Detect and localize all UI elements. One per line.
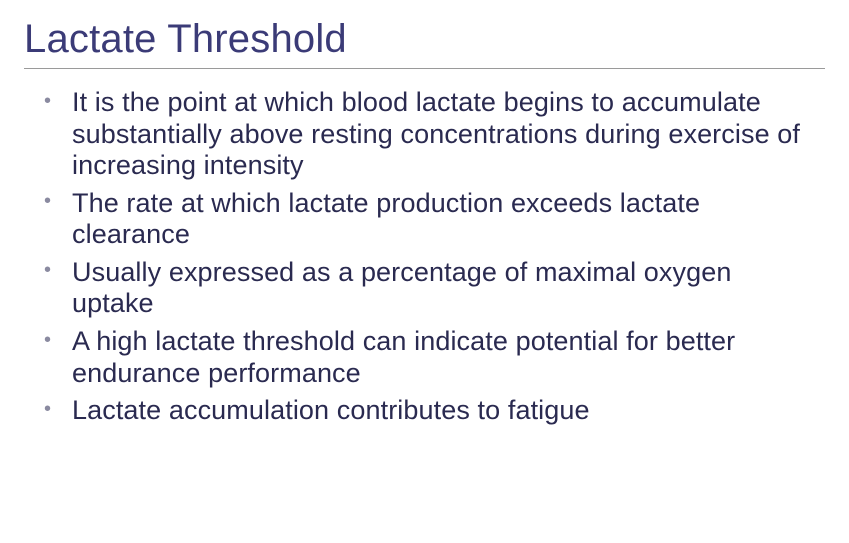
- bullet-list: • It is the point at which blood lactate…: [24, 87, 825, 427]
- bullet-item: • Lactate accumulation contributes to fa…: [32, 395, 817, 427]
- bullet-dot-icon: •: [44, 91, 51, 111]
- bullet-text: Lactate accumulation contributes to fati…: [72, 395, 590, 425]
- bullet-dot-icon: •: [44, 191, 51, 211]
- bullet-item: • Usually expressed as a percentage of m…: [32, 257, 817, 320]
- bullet-dot-icon: •: [44, 330, 51, 350]
- bullet-text: It is the point at which blood lactate b…: [72, 87, 800, 180]
- bullet-text: A high lactate threshold can indicate po…: [72, 326, 735, 388]
- bullet-item: • It is the point at which blood lactate…: [32, 87, 817, 182]
- slide-title: Lactate Threshold: [24, 18, 825, 62]
- bullet-text: Usually expressed as a percentage of max…: [72, 257, 731, 319]
- bullet-item: • A high lactate threshold can indicate …: [32, 326, 817, 389]
- bullet-dot-icon: •: [44, 399, 51, 419]
- bullet-text: The rate at which lactate production exc…: [72, 188, 700, 250]
- slide: Lactate Threshold • It is the point at w…: [0, 0, 849, 543]
- title-underline: [24, 68, 825, 69]
- bullet-dot-icon: •: [44, 260, 51, 280]
- bullet-item: • The rate at which lactate production e…: [32, 188, 817, 251]
